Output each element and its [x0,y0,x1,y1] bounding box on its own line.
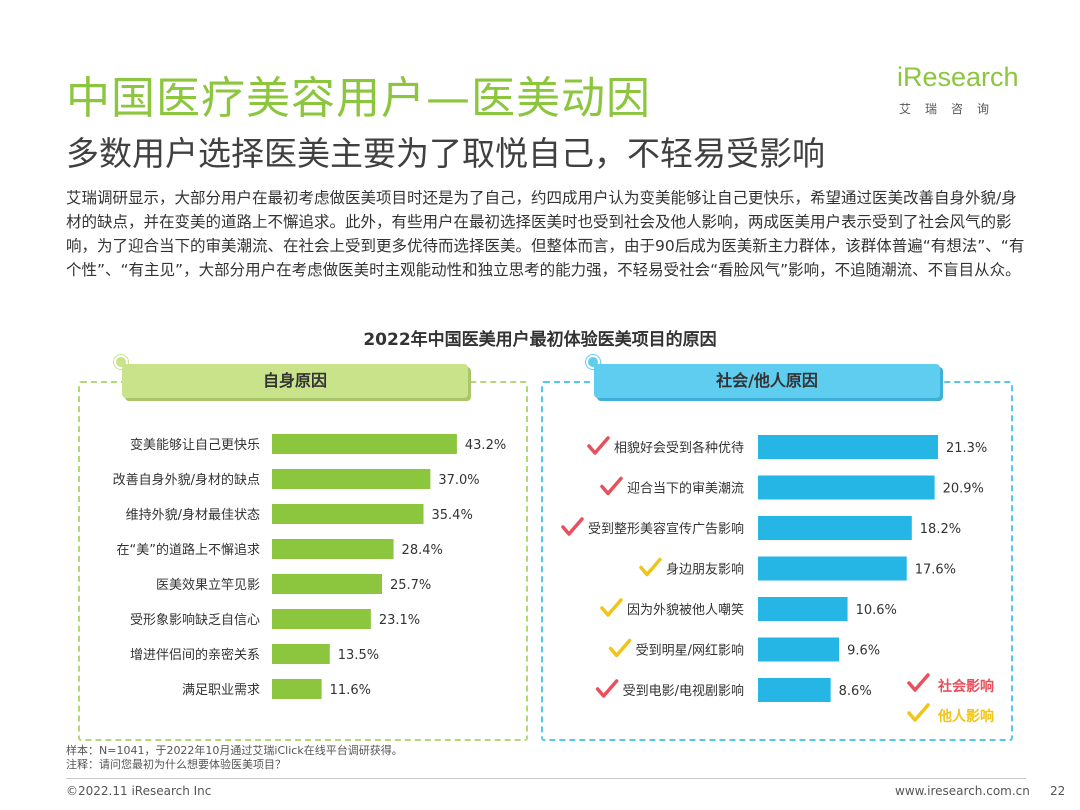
logo-text: iResearch [897,62,1019,92]
value-label-social-1: 20.9% [943,482,984,497]
value-label-self-3: 28.4% [402,543,443,558]
check-icon-social-6 [595,679,619,698]
legend-check-icon-social [907,673,930,692]
category-label-social-5: 受到明星/网红影响 [636,643,744,659]
logo-cn-text: 艾瑞咨询 [899,102,1004,116]
category-label-self-1: 改善自身外貌/身材的缺点 [113,472,260,488]
value-label-self-5: 23.1% [379,613,420,628]
bar-self-5 [272,609,371,629]
category-label-social-3: 身边朋友影响 [666,562,744,578]
copyright-text: ©2022.11 iResearch Inc [66,784,212,798]
category-label-social-1: 迎合当下的审美潮流 [627,481,744,497]
value-label-self-2: 35.4% [432,508,473,523]
website-text: www.iresearch.com.cn [895,784,1030,798]
category-label-social-4: 因为外貌被他人嘲笑 [627,602,744,618]
check-icon-social-1 [600,476,623,496]
category-label-social-2: 受到整形美容宣传广告影响 [588,521,744,537]
footer-divider [66,778,1026,779]
bar-social-2 [758,516,912,540]
chart-title: 2022年中国医美用户最初体验医美项目的原因 [363,330,717,350]
iresearch-logo: iResearch 艾瑞咨询 [893,62,1023,122]
check-icon-social-3 [639,557,662,577]
page-number: 22 [1050,784,1066,798]
category-label-self-6: 增进伴侣间的亲密关系 [130,647,260,663]
value-label-social-3: 17.6% [915,563,956,578]
bar-self-4 [272,574,382,594]
legend-other-label: 他人影响 [938,709,994,725]
bar-self-6 [272,644,330,664]
comment-note: 注释：请问您最初为什么想要体验医美项目？ [66,758,286,771]
value-label-self-4: 25.7% [390,578,431,593]
bar-self-7 [272,679,322,699]
bar-social-5 [758,637,840,662]
bar-social-3 [758,556,907,581]
legend-check-icon-other [907,703,930,722]
value-label-self-1: 37.0% [438,473,479,488]
value-label-social-2: 18.2% [920,522,961,537]
check-icon-social-4 [600,598,623,617]
social-reasons-header: 社会/他人原因 [594,364,940,398]
bar-social-0 [758,435,938,459]
check-icon-social-2 [561,517,584,536]
value-label-social-0: 21.3% [946,441,987,456]
value-label-self-7: 11.6% [330,683,371,698]
bar-social-4 [758,597,848,621]
bar-self-1 [272,469,431,489]
category-label-social-6: 受到电影/电视剧影响 [623,683,744,699]
category-label-self-4: 医美效果立竿见影 [156,577,260,593]
category-label-self-7: 满足职业需求 [182,683,260,698]
category-label-self-0: 变美能够让自己更快乐 [130,437,260,453]
page-subtitle: 多数用户选择医美主要为了取悦自己，不轻易受影响 [66,134,825,173]
category-label-self-2: 维持外貌/身材最佳状态 [126,507,260,523]
value-label-social-5: 9.6% [847,644,880,659]
bar-social-1 [758,475,935,500]
category-label-social-0: 相貌好会受到各种优待 [614,440,744,456]
sample-note: 样本：N=1041，于2022年10月通过艾瑞iClick在线平台调研获得。 [66,744,403,757]
value-label-self-0: 43.2% [465,438,506,453]
category-label-self-3: 在“美”的道路上不懈追求 [117,542,260,558]
check-icon-social-0 [587,436,610,455]
legend-social-label: 社会影响 [938,679,994,695]
bar-self-2 [272,504,424,524]
self-reasons-header: 自身原因 [122,364,468,398]
page-title: 中国医疗美容用户—医美动因 [66,73,651,124]
value-label-self-6: 13.5% [338,648,379,663]
description-paragraph: 艾瑞调研显示，大部分用户在最初考虑做医美项目时还是为了自己，约四成用户认为变美能… [66,189,1025,279]
check-icon-social-5 [608,638,632,658]
value-label-social-4: 10.6% [856,603,897,618]
category-label-self-5: 受形象影响缺乏自信心 [130,612,260,628]
value-label-social-6: 8.6% [839,684,872,699]
bar-self-3 [272,539,394,559]
bar-self-0 [272,434,457,454]
bar-social-6 [758,678,831,702]
